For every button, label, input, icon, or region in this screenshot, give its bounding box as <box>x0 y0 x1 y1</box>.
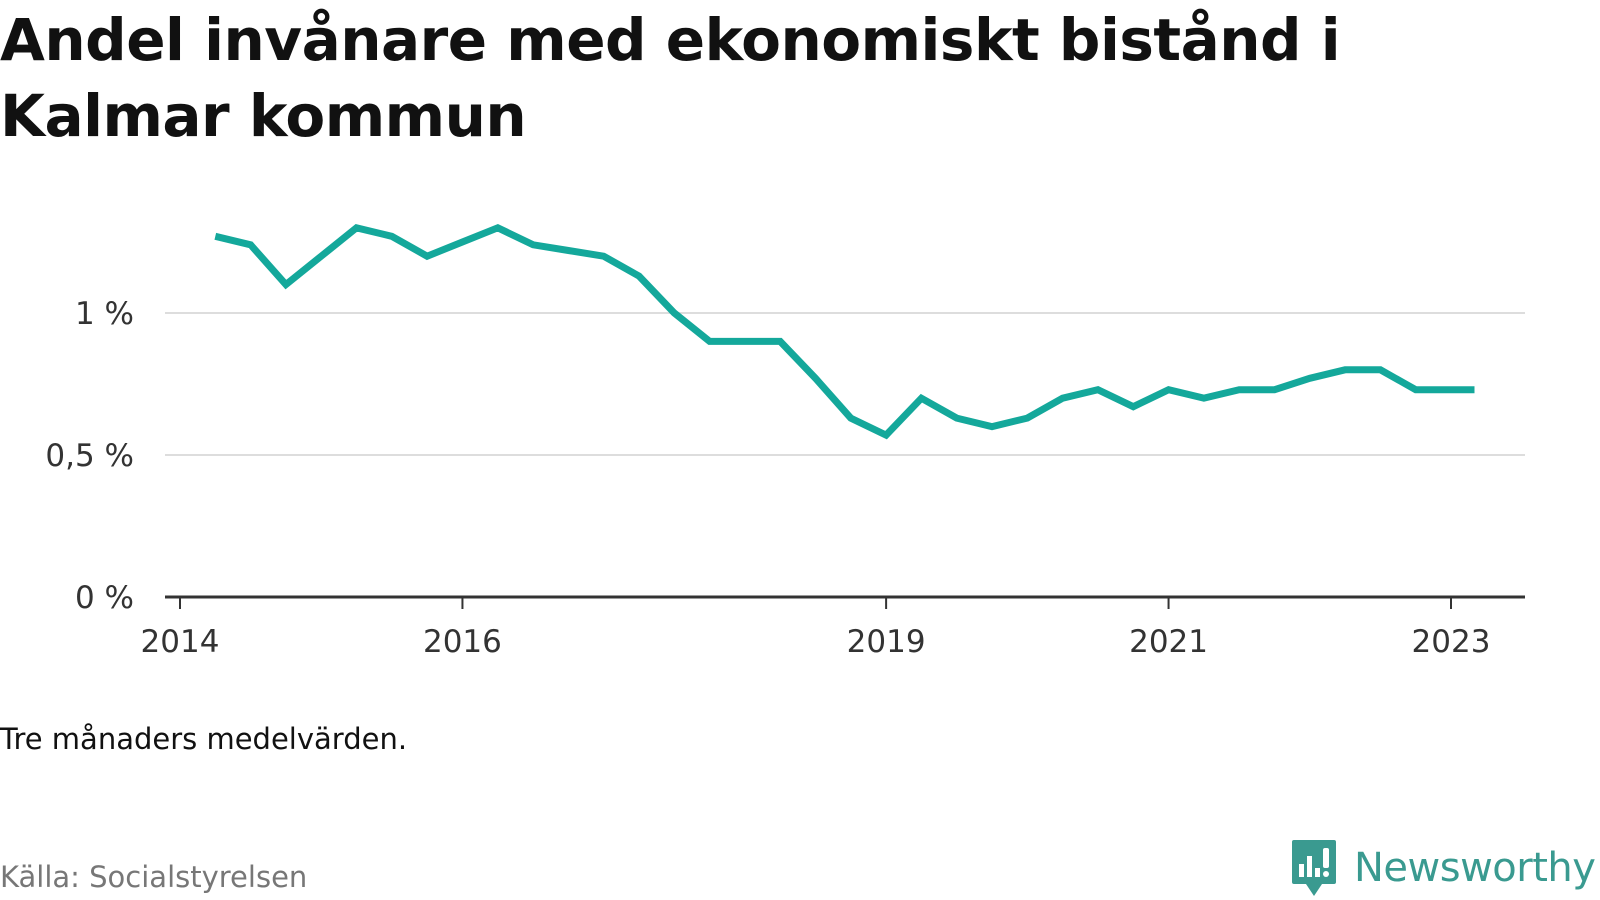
x-tick-label: 2016 <box>423 624 502 660</box>
newsworthy-logo-icon <box>1292 840 1336 896</box>
x-tick-label: 2014 <box>141 624 220 660</box>
x-tick-label: 2023 <box>1412 624 1491 660</box>
gridlines <box>165 312 1525 456</box>
newsworthy-logo[interactable]: Newsworthy <box>1290 838 1596 898</box>
y-tick-label: 1 % <box>75 296 134 332</box>
source-credit: Källa: Socialstyrelsen <box>0 860 308 894</box>
series-line <box>214 223 1475 440</box>
x-axis-ticks: 2014 2016 2019 2021 2023 <box>141 597 1491 660</box>
y-tick-label: 0,5 % <box>45 438 134 474</box>
x-tick-label: 2019 <box>847 624 926 660</box>
chart-note: Tre månaders medelvärden. <box>0 722 408 756</box>
chart-title: Andel invånare med ekonomiskt bistånd i … <box>0 6 1341 150</box>
x-tick-label: 2021 <box>1129 624 1208 660</box>
y-tick-label: 0 % <box>75 580 134 616</box>
y-axis-ticks: 0 % 0,5 % 1 % <box>45 296 134 616</box>
brand-name: Newsworthy <box>1354 845 1596 891</box>
series-layer <box>214 223 1475 440</box>
